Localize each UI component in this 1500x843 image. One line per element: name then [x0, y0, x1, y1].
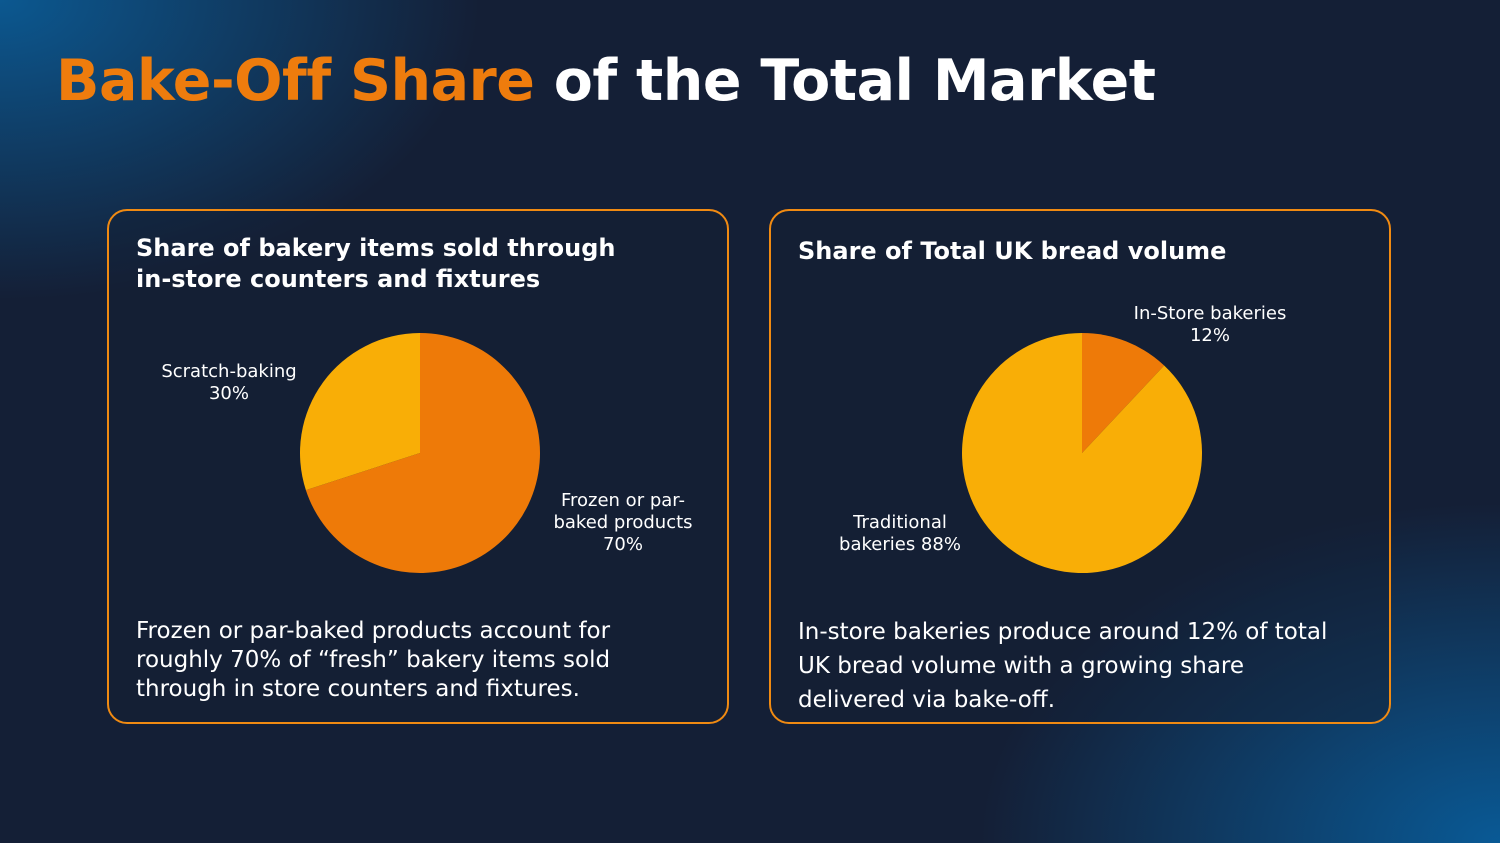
- card-body-text: Frozen or par-baked products account for…: [136, 618, 611, 702]
- title-accent: Bake-Off Share: [56, 48, 535, 114]
- slice-label-traditional: Traditional bakeries 88%: [830, 512, 970, 556]
- pie-slice-frozen-or-par-baked-products: [305, 333, 540, 573]
- card-bakery-items: Share of bakery items sold through in-st…: [107, 209, 729, 724]
- slice-label-name: Traditional bakeries 88%: [839, 512, 961, 555]
- slice-label-scratch-baking: Scratch-baking 30%: [149, 361, 309, 405]
- pie-chart-uk-bread-volume: [962, 333, 1203, 574]
- title-rest: of the Total Market: [553, 48, 1156, 114]
- slice-label-in-store: In-Store bakeries 12%: [1121, 303, 1299, 347]
- pie-slice-traditional-bakeries: [962, 333, 1203, 574]
- slice-label-name: Frozen or par-baked products: [553, 490, 693, 533]
- page-title: Bake-Off Share of the Total Market: [56, 48, 1156, 114]
- card-heading: Share of Total UK bread volume: [798, 237, 1227, 265]
- slice-label-name: In-Store bakeries: [1133, 303, 1287, 324]
- slice-label-value: 30%: [208, 383, 249, 404]
- card-heading: Share of bakery items sold through in-st…: [136, 234, 616, 293]
- card-uk-bread-volume: Share of Total UK bread volume In-Store …: [769, 209, 1391, 724]
- slice-label-name: Scratch-baking: [161, 361, 297, 382]
- pie-chart-bakery-items: [299, 333, 540, 573]
- slice-label-value: 12%: [1189, 325, 1230, 346]
- pie-slice-scratch-baking: [299, 333, 420, 491]
- card-body-text: In-store bakeries produce around 12% of …: [798, 619, 1328, 713]
- pie-slice-in-store-bakeries: [1082, 333, 1165, 453]
- slice-label-value: 70%: [602, 534, 643, 555]
- slice-label-frozen: Frozen or par-baked products 70%: [545, 490, 701, 556]
